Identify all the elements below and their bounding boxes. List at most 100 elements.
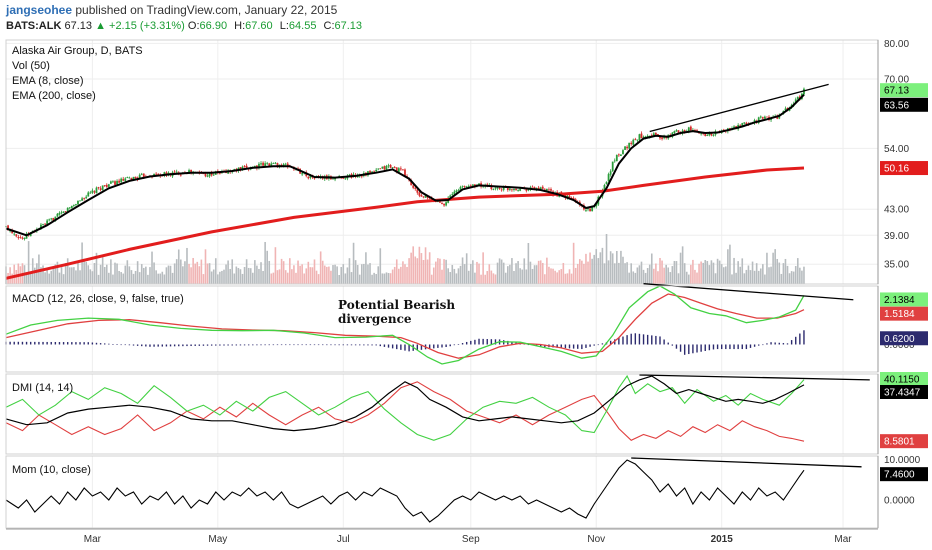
volume-bar: [533, 265, 536, 284]
volume-bar: [704, 260, 707, 284]
candle-body: [344, 178, 347, 180]
candle-body: [587, 208, 589, 210]
macd-histogram-bar: [264, 344, 266, 346]
candle-body: [675, 130, 678, 132]
price-pane[interactable]: 80.00 70.00 54.00 43.00 39.00 35.00 Alaska Air…: [5, 39, 928, 285]
volume-bar: [272, 272, 275, 284]
volume-bar: [184, 261, 186, 284]
macd-histogram-bar: [293, 344, 295, 346]
volume-bar: [369, 263, 371, 284]
author-name[interactable]: jangseohee: [6, 3, 73, 17]
candle-body: [757, 117, 760, 123]
volume-bar: [319, 251, 322, 284]
macd-histogram-bar: [457, 344, 460, 345]
time-tick-label: Nov: [587, 534, 605, 545]
candle-body: [500, 189, 503, 191]
volume-bar: [60, 267, 63, 284]
volume-bar: [346, 267, 349, 284]
volume-bar: [13, 264, 16, 284]
volume-bar: [558, 270, 561, 284]
volume-bar: [223, 269, 225, 284]
volume-bar: [233, 273, 236, 284]
volume-bar: [282, 261, 285, 284]
candle-body: [40, 224, 42, 229]
candle-body: [99, 188, 102, 190]
volume-bar: [544, 274, 546, 284]
volume-bar: [426, 259, 429, 284]
volume-bar: [671, 266, 674, 284]
candle-body: [212, 174, 215, 176]
macd-histogram-bar: [346, 344, 349, 346]
volume-bar: [77, 261, 79, 284]
candle-body: [642, 136, 645, 138]
macd-histogram-bar: [688, 344, 690, 355]
macd-histogram-bar: [46, 341, 48, 345]
macd-histogram-bar: [198, 344, 201, 346]
candle-body: [453, 191, 456, 195]
candle-body: [630, 142, 633, 145]
momentum-pane[interactable]: Mom (10, close) 10.0000 0.0000 7.4600: [5, 455, 928, 529]
macd-histogram-bar: [391, 344, 394, 349]
volume-bar: [772, 252, 774, 284]
time-axis[interactable]: Mar May Jul Sep Nov 2015 Mar: [6, 528, 878, 545]
candle-body: [389, 164, 392, 168]
candle-body: [513, 188, 515, 190]
candle-body: [761, 117, 764, 119]
candle-body: [412, 185, 415, 188]
macd-histogram-bar: [363, 344, 365, 346]
volume-bar: [260, 262, 262, 284]
macd-histogram-bar: [87, 342, 89, 345]
volume-bar: [371, 274, 373, 284]
volume-bar: [640, 261, 643, 284]
candle-body: [498, 188, 501, 190]
macd-histogram-bar: [729, 344, 731, 350]
chart-canvas[interactable]: 80.00 70.00 54.00 43.00 39.00 35.00 Alaska Air…: [0, 38, 932, 550]
volume-bar: [120, 272, 122, 284]
volume-bar: [665, 264, 667, 284]
macd-histogram-bar: [371, 344, 373, 346]
macd-histogram-bar: [786, 343, 789, 345]
time-tick-label: Mar: [834, 534, 852, 545]
volume-bar: [317, 274, 320, 284]
macd-histogram-bar: [235, 344, 238, 346]
up-arrow-icon: ▲: [95, 20, 106, 32]
volume-bar: [803, 266, 805, 284]
candle-body: [794, 99, 797, 104]
dmi-pane[interactable]: DMI (14, 14) 40.1150 37.4347 8.5801: [5, 372, 928, 455]
macd-histogram-bar: [108, 343, 110, 345]
volume-bar: [212, 269, 215, 284]
candle-body: [369, 170, 371, 173]
di-plus-value-label: 40.1150: [884, 375, 920, 386]
volume-bar: [202, 274, 205, 284]
candle-body: [93, 191, 96, 193]
volume-bar: [264, 241, 266, 284]
candle-body: [334, 177, 336, 180]
candle-body: [543, 189, 546, 191]
macd-histogram-bar: [614, 339, 616, 345]
macd-histogram-bar: [280, 344, 283, 346]
candle-body: [70, 205, 73, 209]
macd-histogram-bar: [34, 341, 36, 345]
macd-histogram-bar: [618, 337, 620, 345]
candle-body: [17, 236, 20, 238]
candle-body: [116, 180, 118, 185]
macd-histogram-bar: [317, 344, 320, 346]
volume-bar: [517, 261, 519, 284]
macd-histogram-bar: [511, 341, 513, 345]
last-price: 67.13: [64, 20, 92, 32]
volume-bar: [200, 259, 203, 284]
volume-bar: [642, 269, 645, 284]
candle-body: [404, 169, 406, 177]
volume-bar: [782, 263, 785, 284]
volume-bar: [792, 271, 795, 284]
volume-bar: [422, 259, 425, 284]
candle-body: [420, 195, 423, 197]
macd-histogram-bar: [494, 339, 497, 345]
volume-bar: [278, 269, 281, 284]
volume-bar: [457, 268, 460, 284]
volume-bar: [478, 263, 480, 284]
volume-bar: [766, 252, 768, 284]
time-tick-label: 2015: [711, 534, 734, 545]
macd-pane[interactable]: MACD (12, 26, close, 9, false, true) Pote…: [5, 283, 928, 373]
volume-bar: [718, 260, 721, 284]
